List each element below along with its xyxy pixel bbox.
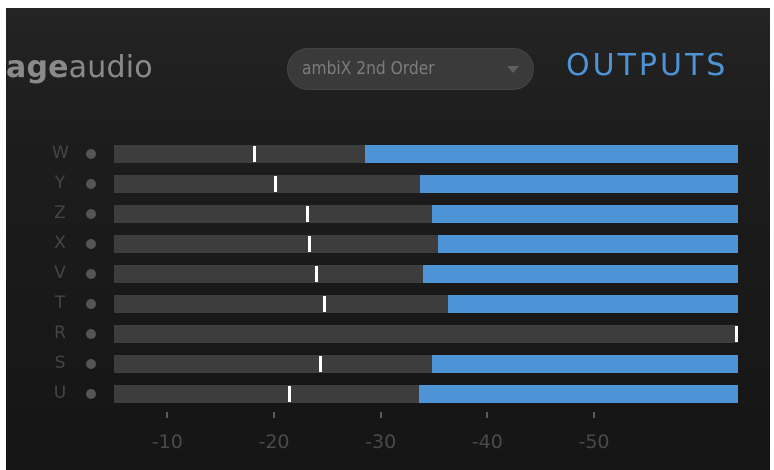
scale-tick	[273, 412, 275, 418]
level-meter-fill	[431, 205, 738, 223]
level-meter-track	[114, 295, 738, 313]
level-meter-track	[114, 265, 738, 283]
level-meter-track	[114, 385, 738, 403]
peak-hold-marker	[314, 266, 318, 282]
channel-label: T	[54, 293, 66, 313]
channel-label: R	[54, 323, 66, 343]
level-meter-fill	[431, 355, 738, 373]
level-meter-track	[114, 205, 738, 223]
channel-row-w: W	[6, 143, 770, 163]
channel-row-v: V	[6, 263, 770, 283]
level-meter-track	[114, 325, 738, 343]
channel-row-x: X	[6, 233, 770, 253]
scale-tick-label: -20	[258, 431, 290, 453]
peak-hold-marker	[308, 236, 312, 252]
format-dropdown[interactable]: ambiX 2nd Order	[287, 48, 534, 90]
level-meter-track	[114, 175, 738, 193]
channel-label: Y	[54, 173, 66, 193]
level-meter-fill	[419, 385, 738, 403]
scale-tick-label: -40	[471, 431, 503, 453]
scale-tick	[593, 412, 595, 418]
scale-tick	[166, 412, 169, 418]
channel-solo-dot[interactable]	[86, 269, 96, 279]
channel-solo-dot[interactable]	[86, 209, 96, 219]
peak-hold-marker	[735, 326, 738, 342]
channel-row-y: Y	[6, 173, 770, 193]
format-dropdown-value: ambiX 2nd Order	[302, 58, 435, 79]
scale-tick-label: -50	[578, 431, 610, 453]
brand-logo-light: audio	[68, 50, 153, 85]
channel-solo-dot[interactable]	[86, 179, 96, 189]
level-meter-track	[114, 145, 738, 163]
channel-row-t: T	[6, 293, 770, 313]
channel-label: V	[54, 263, 66, 283]
channel-label: X	[54, 233, 66, 253]
level-meter-fill	[447, 295, 738, 313]
section-title: OUTPUTS	[566, 48, 729, 83]
scale-tick	[486, 412, 489, 418]
channel-row-z: Z	[6, 203, 770, 223]
peak-hold-marker	[306, 206, 309, 222]
channel-solo-dot[interactable]	[86, 359, 96, 369]
level-meter-track	[114, 355, 738, 373]
channel-solo-dot[interactable]	[86, 299, 96, 309]
channel-row-r: R	[6, 323, 770, 343]
level-meter-fill	[420, 175, 738, 193]
peak-hold-marker	[274, 176, 277, 192]
channel-solo-dot[interactable]	[86, 389, 96, 399]
channel-solo-dot[interactable]	[86, 329, 96, 339]
peak-hold-marker	[323, 296, 327, 312]
level-meter-fill	[438, 235, 738, 253]
channel-solo-dot[interactable]	[86, 239, 96, 249]
scale-tick-label: -30	[365, 431, 397, 453]
peak-hold-marker	[287, 386, 291, 402]
level-meter-track	[114, 235, 738, 253]
channel-label: S	[54, 353, 66, 373]
peak-hold-marker	[318, 356, 322, 372]
brand-logo: ageaudio	[6, 48, 153, 88]
channel-label: Z	[54, 203, 66, 223]
channel-row-u: U	[6, 383, 770, 403]
channel-label: W	[52, 143, 69, 163]
channel-label: U	[53, 383, 67, 403]
level-meter-fill	[364, 145, 738, 163]
scale-tick-label: -10	[151, 431, 183, 453]
peak-hold-marker	[252, 146, 256, 162]
chevron-down-icon	[507, 66, 519, 73]
channel-row-s: S	[6, 353, 770, 373]
brand-logo-bold: age	[6, 50, 69, 85]
level-meter-fill	[423, 265, 738, 283]
scale-tick	[379, 412, 382, 418]
channel-solo-dot[interactable]	[86, 149, 96, 159]
